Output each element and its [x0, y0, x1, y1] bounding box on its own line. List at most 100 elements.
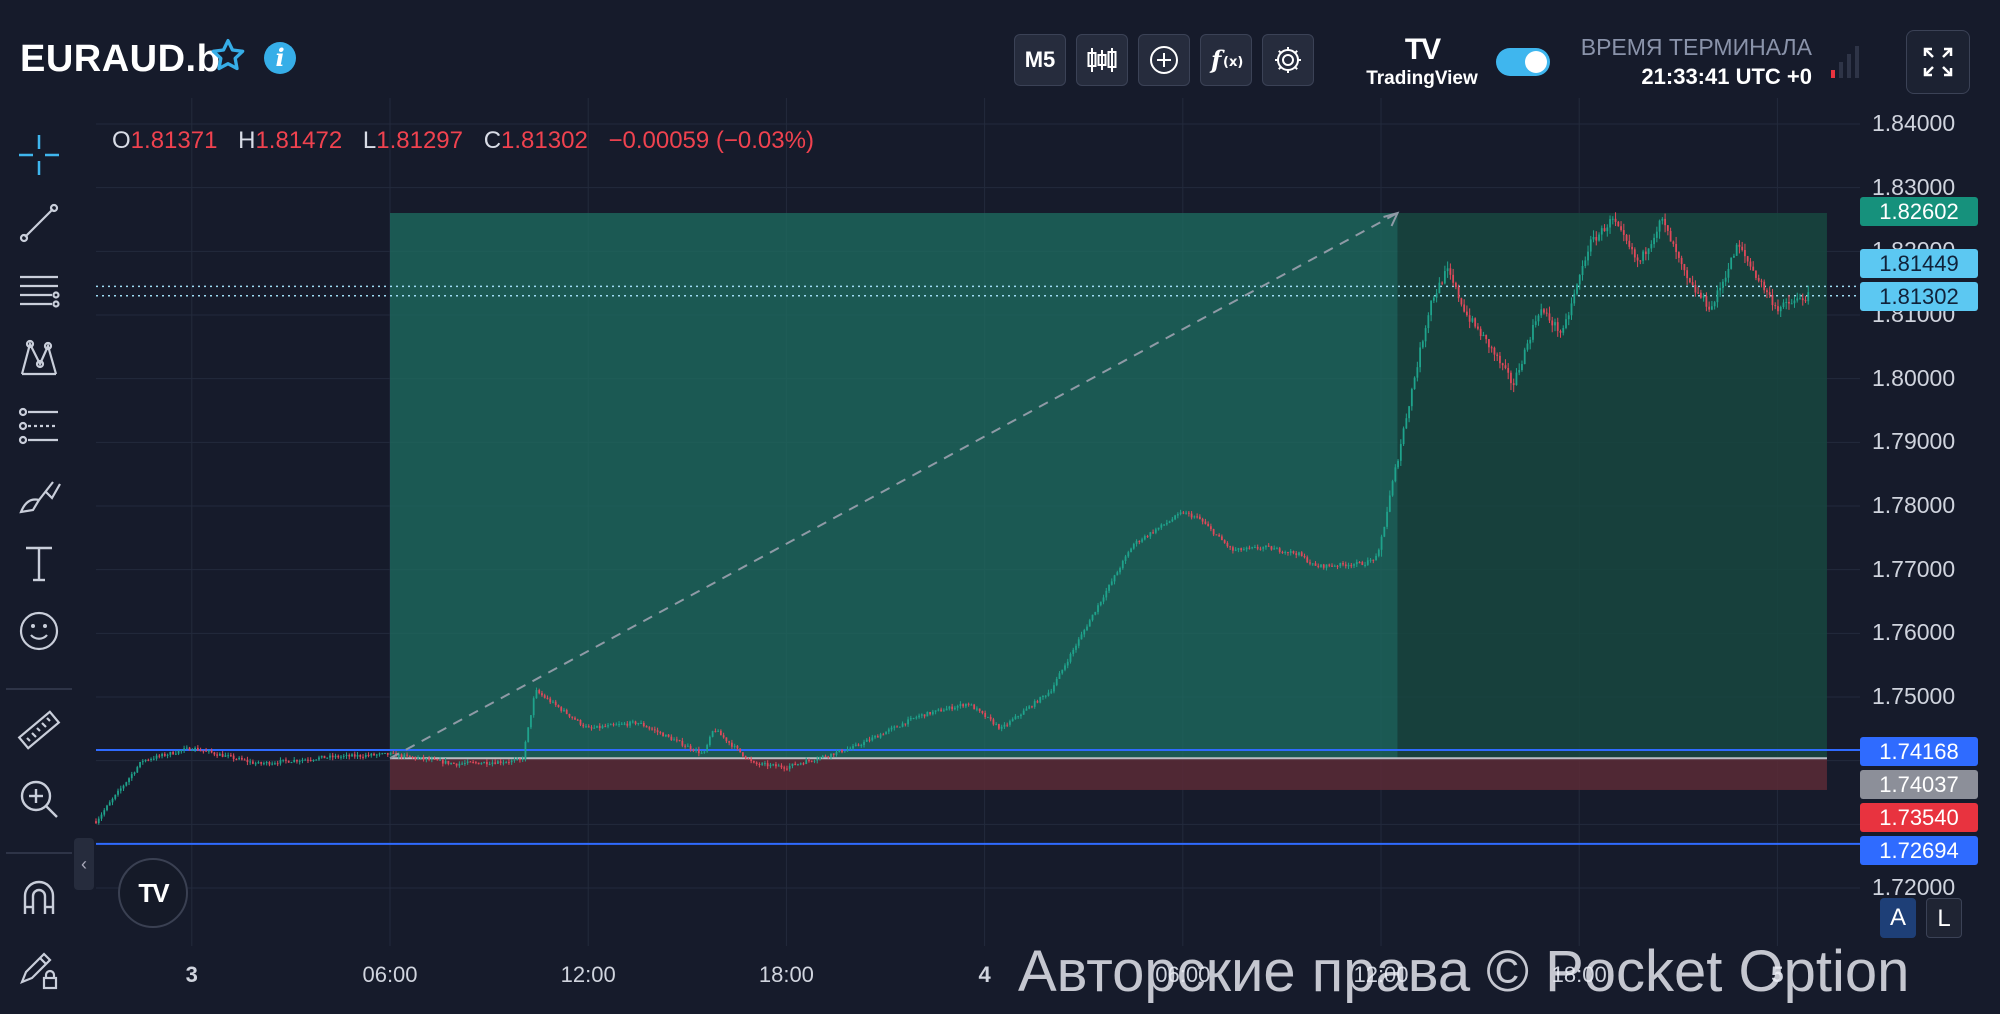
candle-body: [1182, 512, 1185, 514]
y-tick-label: 1.72000: [1872, 874, 1956, 900]
star-icon[interactable]: [208, 36, 248, 76]
candle-body: [1799, 298, 1801, 300]
candle-body: [593, 727, 596, 729]
candle-body: [342, 755, 345, 757]
candle-body: [1617, 221, 1620, 227]
candle-body: [1551, 320, 1554, 326]
candle-body: [959, 704, 962, 706]
candle-body: [497, 761, 499, 764]
candle-body: [1565, 319, 1567, 328]
candle-body: [1699, 292, 1702, 298]
candle-body: [830, 753, 832, 757]
x-tick-label: 06:00: [362, 962, 418, 987]
candle-body: [1427, 315, 1430, 329]
symbol-title[interactable]: EURAUD.b: [20, 38, 221, 80]
ohlc-change: −0.00059 (−0.03%): [608, 127, 814, 154]
candle-body: [656, 730, 659, 733]
candle-body: [1226, 542, 1229, 547]
candle-body: [1719, 287, 1722, 291]
prediction-tool[interactable]: [10, 402, 68, 452]
candle-body: [1361, 562, 1364, 565]
add-indicator-button[interactable]: [1138, 34, 1190, 86]
candle-body: [309, 760, 312, 762]
candle-body: [1218, 534, 1221, 537]
tradingview-logo-badge[interactable]: TV: [118, 858, 188, 928]
fib-tool[interactable]: [10, 266, 68, 316]
trend-line-tool[interactable]: [10, 198, 68, 248]
candle-body: [318, 757, 320, 760]
brush-tool[interactable]: [10, 470, 68, 520]
candle-body: [304, 759, 307, 761]
candle-body: [722, 735, 725, 738]
collapse-toolbar-button[interactable]: ‹: [74, 838, 94, 890]
crosshair-tool[interactable]: [10, 130, 68, 180]
candle-body: [381, 753, 384, 755]
ohlc-high-key: H: [238, 127, 256, 154]
candle-body: [417, 757, 419, 759]
candle-body: [1119, 568, 1121, 573]
candle-body: [629, 721, 631, 726]
candle-body: [386, 752, 389, 755]
candle-body: [1793, 300, 1796, 304]
candle-body: [287, 760, 290, 763]
candle-body: [1477, 326, 1479, 329]
measure-tool[interactable]: [10, 706, 68, 756]
candle-body: [1460, 298, 1463, 305]
chart-type-button[interactable]: [1076, 34, 1128, 86]
candle-body: [1443, 271, 1446, 284]
candle-body: [1807, 292, 1810, 302]
tradingview-toggle[interactable]: [1496, 48, 1550, 76]
candle-body: [1075, 645, 1077, 650]
log-scale-button[interactable]: L: [1926, 898, 1962, 938]
text-tool[interactable]: [10, 538, 68, 588]
candle-body: [1163, 524, 1165, 526]
candle-body: [331, 755, 334, 758]
candle-body: [1380, 536, 1383, 550]
candle-body: [1749, 261, 1752, 267]
candle-body: [177, 750, 180, 754]
candle-body: [323, 755, 326, 759]
candle-body: [700, 752, 703, 754]
zoom-tool[interactable]: [10, 774, 68, 824]
trend-line-icon: [19, 203, 59, 243]
emoji-tool[interactable]: [10, 606, 68, 656]
x-tick-label: 18:00: [758, 962, 814, 987]
candle-body: [524, 741, 527, 760]
timeframe-button[interactable]: M5: [1014, 34, 1066, 86]
indicators-button[interactable]: f (x): [1200, 34, 1252, 86]
candle-body: [1661, 218, 1664, 221]
candle-body: [909, 718, 912, 720]
candle-body: [1154, 529, 1157, 533]
candle-body: [312, 759, 315, 761]
candle-body: [1055, 678, 1058, 686]
info-icon[interactable]: i: [264, 42, 296, 74]
candle-body: [1474, 318, 1477, 327]
magnet-tool[interactable]: [10, 872, 68, 922]
candle-body: [615, 724, 618, 726]
candle-body: [998, 724, 1000, 729]
auto-scale-button[interactable]: A: [1880, 898, 1916, 938]
header: EURAUD.b i M5 f (x): [0, 0, 2000, 120]
candle-body: [513, 759, 516, 761]
x-tick-label: 3: [185, 962, 198, 987]
candle-body: [791, 763, 794, 766]
tradingview-mark-icon: TV: [1404, 33, 1441, 66]
settings-button[interactable]: [1262, 34, 1314, 86]
candle-body: [1559, 330, 1562, 333]
candle-body: [1567, 315, 1570, 320]
candle-body: [970, 704, 973, 706]
x-tick-label: 06:00: [1155, 962, 1211, 987]
fullscreen-button[interactable]: [1906, 30, 1970, 94]
candle-body: [1281, 551, 1284, 553]
candle-body: [670, 736, 673, 741]
pattern-tool[interactable]: [10, 334, 68, 384]
candle-body: [1782, 302, 1785, 308]
zoom-in-icon: [20, 780, 58, 818]
lock-drawings-tool[interactable]: [10, 944, 68, 994]
candle-body: [296, 759, 298, 762]
candle-body: [871, 737, 874, 741]
candle-body: [538, 690, 541, 694]
candle-body: [1369, 559, 1372, 561]
candle-body: [987, 716, 989, 718]
